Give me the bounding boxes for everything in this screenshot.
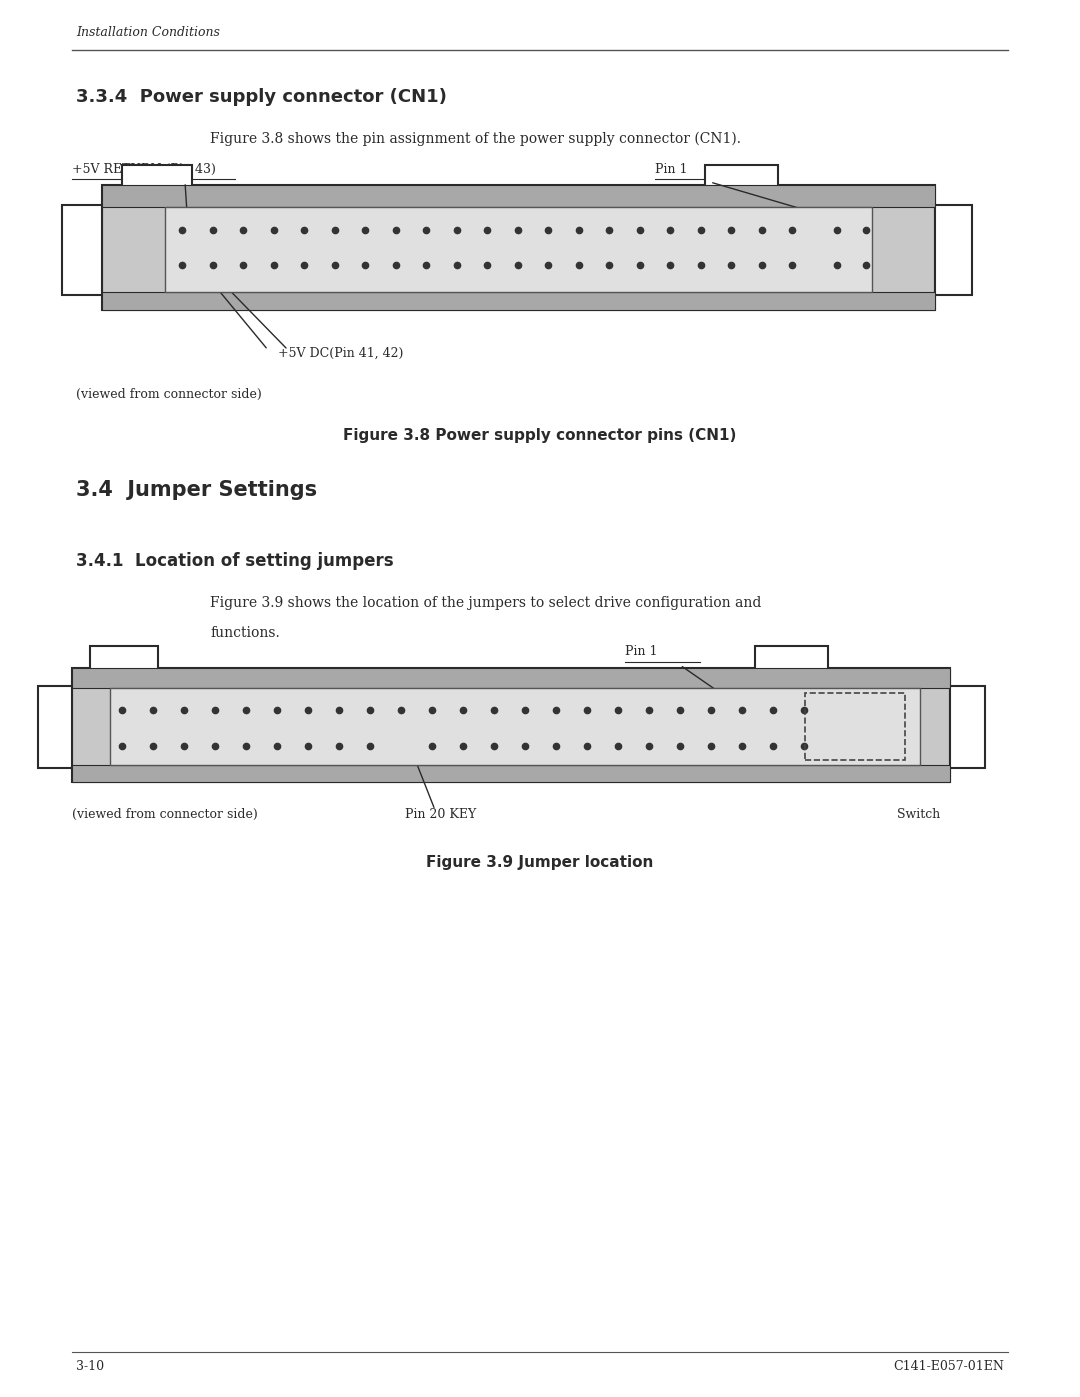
Text: Pin 20 KEY: Pin 20 KEY (405, 807, 476, 821)
Bar (755, 645, 828, 671)
Bar (950, 686, 985, 768)
Text: 3.3.4  Power supply connector (CN1): 3.3.4 Power supply connector (CN1) (76, 88, 447, 106)
Bar (110, 687, 920, 766)
Bar (90, 645, 158, 671)
Bar (165, 207, 872, 292)
Text: Figure 3.9 Jumper location: Figure 3.9 Jumper location (427, 855, 653, 870)
Bar (38, 686, 72, 768)
Bar (805, 693, 905, 760)
Text: +5V RETURN (Pin 43): +5V RETURN (Pin 43) (72, 163, 216, 176)
Text: Figure 3.9 shows the location of the jumpers to select drive configuration and: Figure 3.9 shows the location of the jum… (210, 597, 761, 610)
Bar (705, 165, 778, 189)
Text: 3.4.1  Location of setting jumpers: 3.4.1 Location of setting jumpers (76, 552, 393, 570)
Text: (viewed from connector side): (viewed from connector side) (72, 807, 258, 821)
Bar (72, 668, 950, 782)
Text: Switch: Switch (896, 807, 940, 821)
Text: Figure 3.8 shows the pin assignment of the power supply connector (CN1).: Figure 3.8 shows the pin assignment of t… (210, 131, 741, 147)
Bar (935, 205, 972, 295)
Text: 3-10: 3-10 (76, 1361, 104, 1373)
Bar (102, 184, 935, 207)
Bar (102, 292, 935, 310)
Text: Pin 1: Pin 1 (654, 163, 688, 176)
Bar (122, 165, 192, 189)
Text: Installation Conditions: Installation Conditions (76, 25, 220, 39)
Bar (72, 668, 950, 687)
Text: Figure 3.8 Power supply connector pins (CN1): Figure 3.8 Power supply connector pins (… (343, 427, 737, 443)
Bar (72, 766, 950, 782)
Bar (102, 184, 935, 310)
Text: +5V DC(Pin 41, 42): +5V DC(Pin 41, 42) (278, 346, 403, 360)
Text: Pin 1: Pin 1 (625, 645, 658, 658)
Text: (viewed from connector side): (viewed from connector side) (76, 388, 261, 401)
Bar (62, 205, 102, 295)
Text: C141-E057-01EN: C141-E057-01EN (893, 1361, 1004, 1373)
Text: 3.4  Jumper Settings: 3.4 Jumper Settings (76, 481, 318, 500)
Text: functions.: functions. (210, 626, 280, 640)
